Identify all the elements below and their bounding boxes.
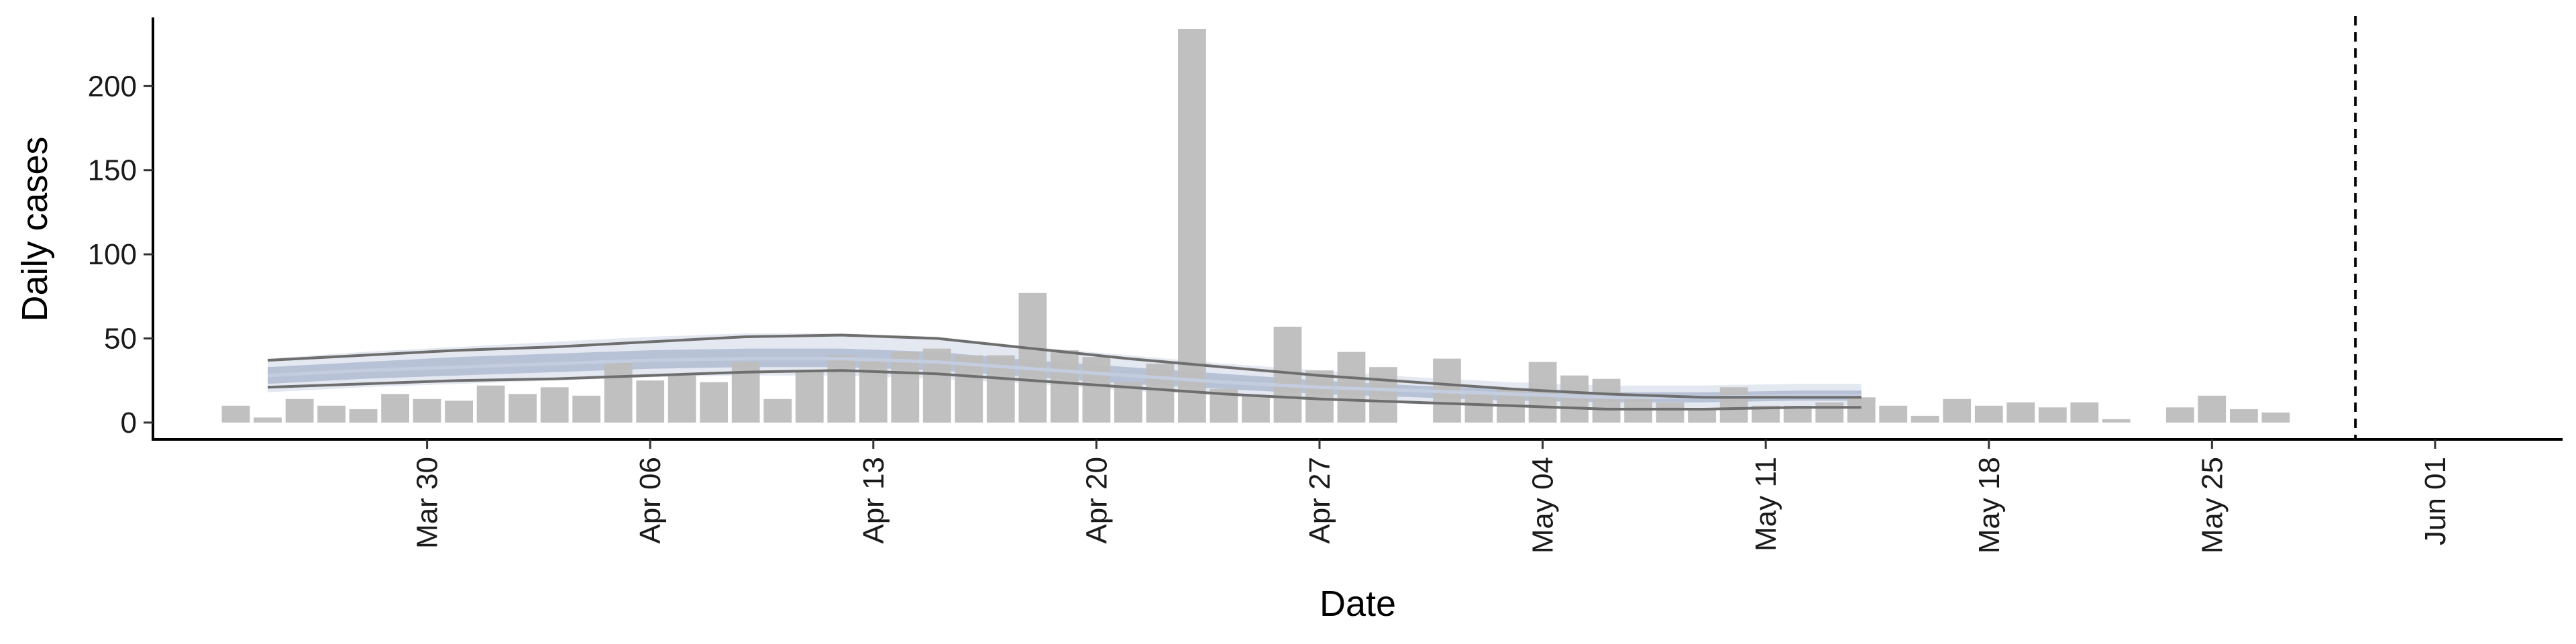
case-bar: [763, 398, 792, 423]
y-tick-label: 200: [88, 70, 137, 103]
case-bar: [540, 387, 569, 423]
x-tick-label: Apr 13: [857, 457, 890, 544]
x-tick-label: May 04: [1527, 457, 1560, 553]
case-bar: [1688, 409, 1716, 423]
case-bar: [508, 394, 537, 423]
x-tick-label: Apr 06: [634, 457, 667, 544]
case-bar: [221, 405, 250, 423]
case-bar: [2198, 395, 2226, 423]
case-bar: [1815, 402, 1844, 423]
estimate-lines: [267, 16, 2357, 439]
axes: [152, 17, 2563, 441]
case-bar: [2230, 409, 2258, 423]
y-tick-label: 0: [121, 407, 137, 439]
x-tick-label: Apr 27: [1303, 457, 1336, 544]
y-tick-label: 150: [88, 154, 137, 187]
case-bar: [1943, 398, 1972, 423]
case-bar: [2165, 407, 2194, 423]
x-tick-label: May 25: [2196, 457, 2229, 553]
case-bar: [317, 405, 345, 423]
x-tick-label: Apr 20: [1080, 457, 1113, 544]
case-bar: [1305, 370, 1334, 423]
case-bar: [604, 362, 633, 423]
case-bar: [1911, 415, 1939, 423]
case-bar: [1464, 394, 1493, 423]
case-bar: [2038, 407, 2067, 423]
case-bar: [1560, 375, 1589, 423]
case-bar: [827, 355, 856, 423]
case-bar: [667, 375, 696, 423]
y-tick-label: 50: [104, 323, 137, 356]
case-bar: [254, 417, 282, 423]
case-bar: [1624, 398, 1652, 423]
case-bar: [859, 358, 888, 423]
case-bar: [1018, 292, 1047, 423]
case-bar: [1847, 397, 1876, 423]
case-bar: [572, 395, 601, 423]
case-bar: [413, 398, 441, 423]
x-axis-title: Date: [1320, 584, 1396, 624]
lower-interval-line: [267, 369, 1862, 411]
case-bar: [1879, 405, 1908, 423]
case-bar: [349, 409, 378, 423]
case-bar: [445, 400, 473, 423]
case-bar: [381, 394, 409, 423]
case-bar: [476, 385, 505, 423]
tick-labels: 0 50 100 150 200 Mar 30 Apr 06 Apr 13 Apr 20 Apr …: [88, 70, 2452, 553]
case-bar: [1592, 378, 1621, 423]
case-bar: [2261, 412, 2290, 423]
upper-interval-line: [267, 333, 1862, 399]
case-bar: [2070, 402, 2099, 423]
case-bar: [2006, 402, 2035, 423]
median-estimate-line: [267, 357, 1862, 399]
case-bar: [1974, 405, 2003, 423]
y-tick-label: 100: [88, 238, 137, 271]
case-bar: [1656, 402, 1684, 423]
case-bar: [922, 348, 951, 423]
case-bar: [1242, 395, 1270, 423]
x-tick-label: May 18: [1973, 457, 2006, 553]
x-tick-label: May 11: [1750, 457, 1782, 551]
y-axis-title: Daily cases: [15, 136, 55, 321]
case-bar: [1146, 364, 1175, 423]
case-bar: [1051, 350, 1079, 423]
x-tick-label: Jun 01: [2419, 457, 2452, 545]
case-bar: [636, 380, 665, 423]
case-bar: [1178, 29, 1206, 423]
case-bar: [1719, 387, 1748, 423]
case-bar: [891, 352, 920, 423]
case-bar: [2102, 419, 2131, 423]
case-bar: [285, 398, 314, 423]
case-bar: [1369, 367, 1397, 423]
x-tick-label: Mar 30: [411, 457, 444, 549]
case-bar: [700, 382, 729, 423]
case-bar: [795, 372, 824, 423]
case-bar: [1082, 357, 1111, 423]
